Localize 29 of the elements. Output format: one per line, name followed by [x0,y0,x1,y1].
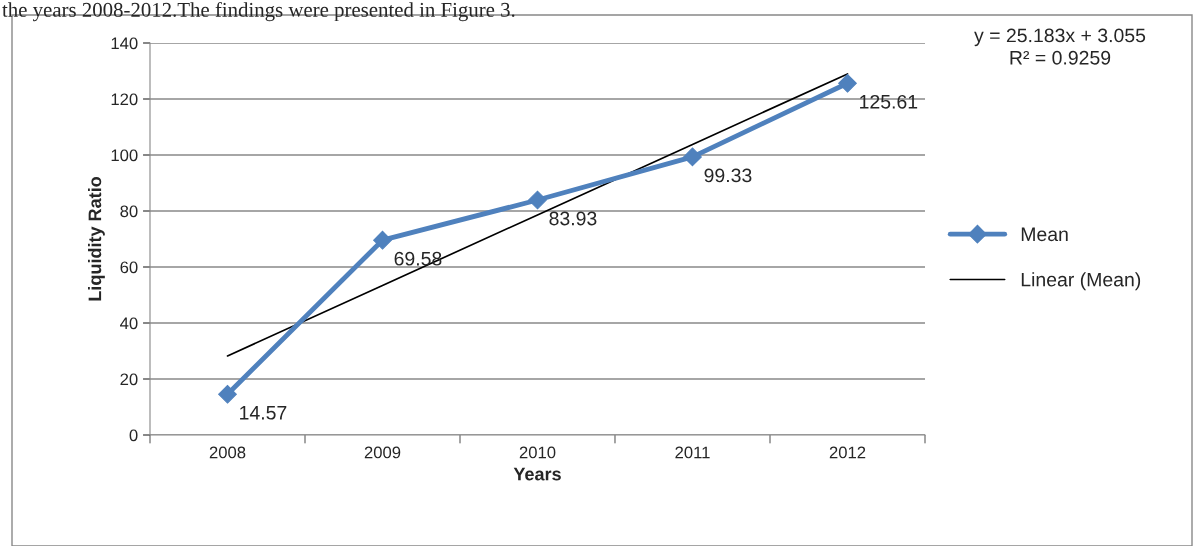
point [838,73,857,93]
data-label: 125.61 [860,94,918,109]
text: the years 2008-2012.The findings were presented in Figure 3. [2,2,515,22]
y-tick-label: 100 [111,149,138,162]
point [683,147,702,167]
y-tick-label: 20 [120,373,138,386]
data-label: 69.58 [394,251,442,266]
y-tick-label: 0 [129,429,138,442]
y-tick-label: 140 [111,37,138,50]
y-tick-label: 40 [120,317,138,330]
y-tick-label: 60 [120,261,138,274]
x-tick-label: 2009 [364,446,401,459]
data-label: 83.93 [549,211,597,226]
x-tick-label: 2011 [675,446,710,459]
x-tick-label: 2012 [829,446,866,459]
legend-label: Mean [1021,227,1068,242]
x-axis-title: Years [513,467,561,481]
y-tick-label: 80 [120,205,138,218]
data-label: 14.57 [240,406,287,420]
x-tick-label: 2008 [209,446,246,459]
x-tick-label: 2010 [519,446,556,459]
y-axis-title: Liquidity Ratio [88,177,105,301]
point [373,230,392,250]
text: y = 25.183x + 3.055 R² = 0.9259 [974,28,1146,65]
legend-label: Linear (Mean) [1021,272,1141,291]
point [528,190,547,210]
point [218,384,237,404]
data-label: 99.33 [704,168,752,183]
y-tick-label: 120 [111,93,138,106]
